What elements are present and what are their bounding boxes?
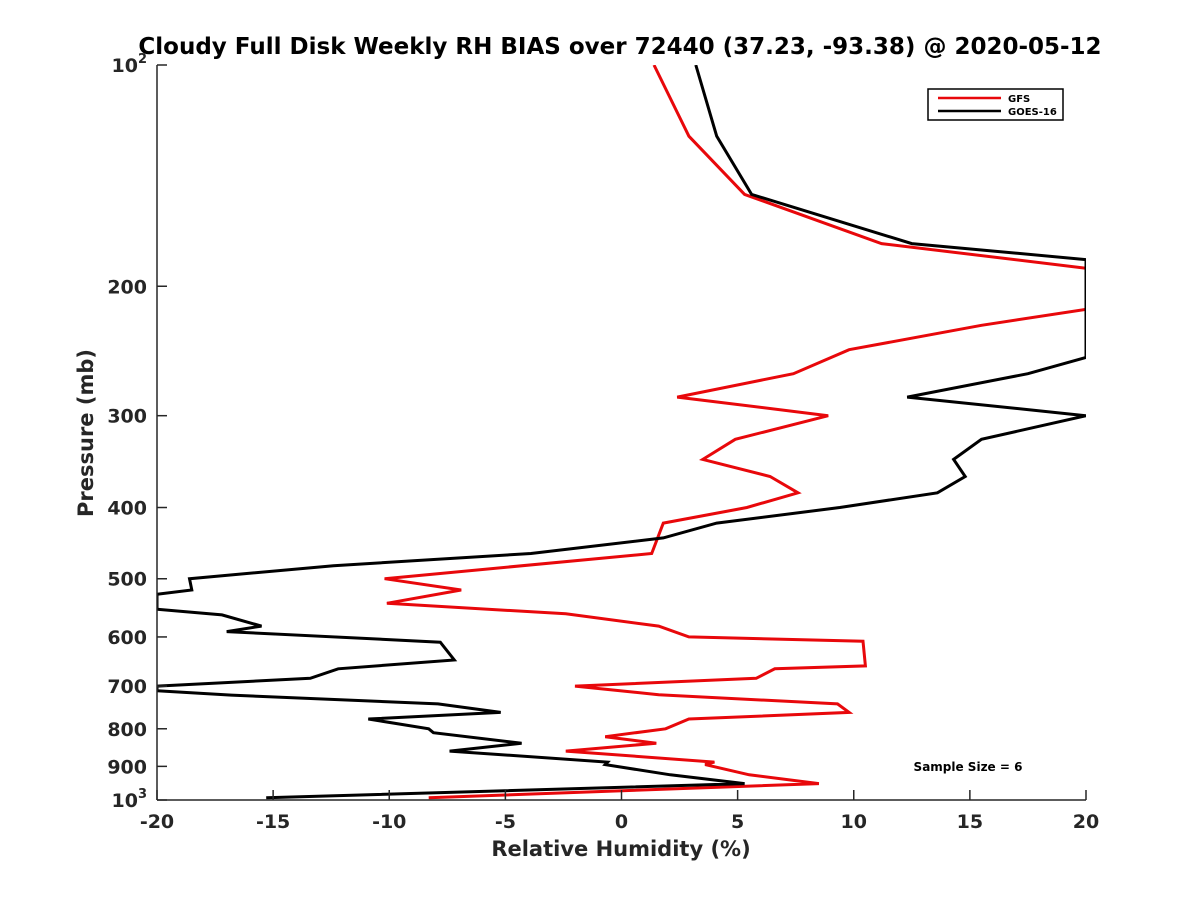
series-layer (157, 65, 1086, 800)
y-tick-label: 500 (107, 569, 147, 591)
x-tick-label: 0 (615, 811, 628, 833)
y-tick-label: 800 (107, 719, 147, 741)
y-axis-label: Pressure (mb) (74, 349, 98, 517)
y-tick-label: 900 (107, 756, 147, 778)
x-tick-label: 20 (1073, 811, 1099, 833)
series-line-gfs (384, 65, 1086, 800)
y-tick-label: 600 (107, 627, 147, 649)
x-tick-label: -10 (372, 811, 406, 833)
x-tick-label: 10 (841, 811, 867, 833)
chart-title: Cloudy Full Disk Weekly RH BIAS over 724… (138, 34, 1101, 60)
y-tick-label: 300 (107, 406, 147, 428)
y-tick-label: 200 (107, 276, 147, 298)
legend-label: GOES-16 (1008, 107, 1057, 118)
y-tick-label: 400 (107, 498, 147, 520)
sample-size-annotation: Sample Size = 6 (914, 760, 1023, 774)
legend-label: GFS (1008, 94, 1030, 105)
x-tick-label: 15 (957, 811, 983, 833)
legend: GFS GOES-16 (927, 88, 1064, 121)
x-tick-label: 5 (731, 811, 744, 833)
legend-box (927, 88, 1064, 121)
ticks-layer: -20 -15 -10 -5 0 5 10 15 20 102 200 300 400 500 600 700… (107, 52, 1099, 833)
x-tick-label: -20 (140, 811, 174, 833)
y-tick-label: 102 (112, 52, 148, 77)
y-tick-label: 700 (107, 676, 147, 698)
y-tick-label: 103 (112, 787, 148, 812)
x-tick-label: -15 (256, 811, 290, 833)
series-line-goes-16 (157, 65, 1086, 800)
x-tick-label: -5 (495, 811, 516, 833)
x-axis-label: Relative Humidity (%) (491, 837, 750, 861)
